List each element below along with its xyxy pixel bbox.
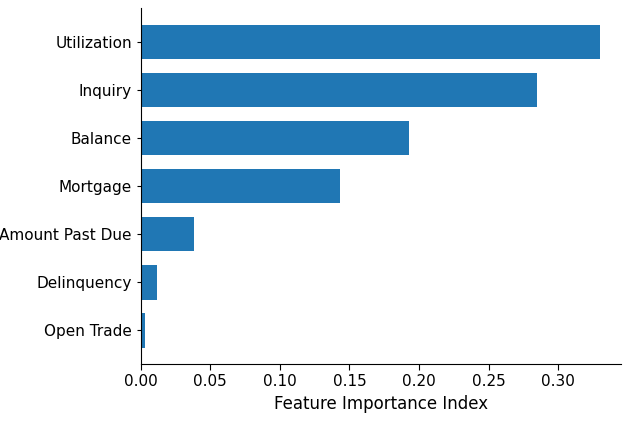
Bar (141, 73, 538, 107)
Bar (141, 217, 194, 252)
Bar (141, 169, 340, 203)
X-axis label: Feature Importance Index: Feature Importance Index (274, 395, 488, 413)
Bar (141, 25, 600, 59)
Bar (141, 121, 410, 155)
Bar (141, 265, 157, 299)
Bar (141, 313, 145, 348)
